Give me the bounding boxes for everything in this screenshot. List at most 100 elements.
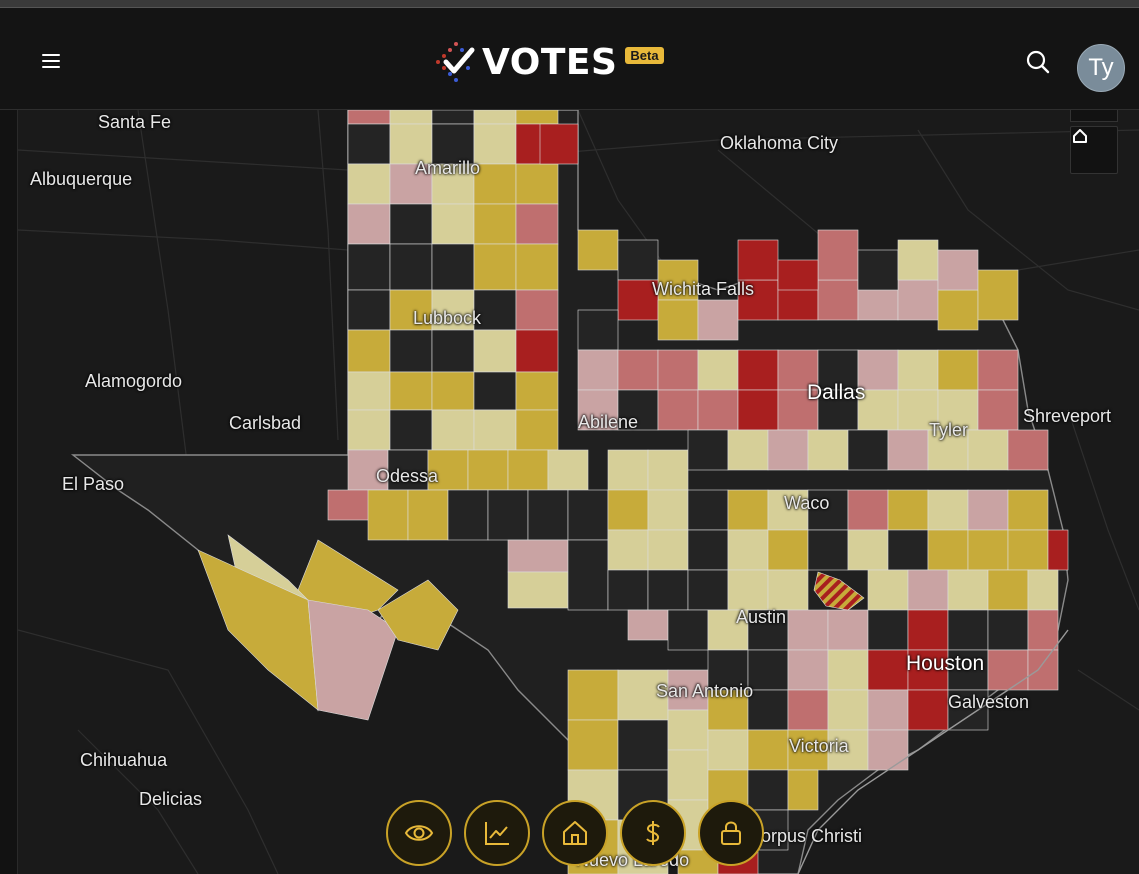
county[interactable] <box>737 349 779 391</box>
county[interactable] <box>787 769 819 811</box>
county[interactable] <box>667 749 709 801</box>
county[interactable] <box>977 389 1019 431</box>
county[interactable] <box>647 569 689 611</box>
county[interactable] <box>687 529 729 571</box>
county[interactable] <box>657 299 699 341</box>
county[interactable] <box>431 371 475 411</box>
county[interactable] <box>827 729 869 771</box>
county[interactable] <box>947 689 989 731</box>
county[interactable] <box>707 729 749 771</box>
county[interactable] <box>987 569 1029 611</box>
county[interactable] <box>947 569 989 611</box>
county[interactable] <box>727 489 769 531</box>
county[interactable] <box>515 203 559 245</box>
county[interactable] <box>347 289 391 331</box>
county[interactable] <box>827 649 869 691</box>
map-control-partial[interactable] <box>1070 110 1118 122</box>
county[interactable] <box>777 389 819 431</box>
county[interactable] <box>927 489 969 531</box>
votes-logo[interactable]: VOTES Beta <box>434 40 664 84</box>
county[interactable] <box>1047 529 1069 571</box>
county[interactable] <box>347 329 391 373</box>
county[interactable] <box>473 289 517 331</box>
county[interactable] <box>867 649 909 691</box>
county[interactable] <box>927 429 969 471</box>
county[interactable] <box>617 719 669 771</box>
county[interactable] <box>977 269 1019 321</box>
county[interactable] <box>937 289 979 331</box>
county[interactable] <box>827 689 869 731</box>
county[interactable] <box>667 609 709 651</box>
county[interactable] <box>607 529 649 571</box>
county[interactable] <box>347 243 391 291</box>
home-view-button[interactable] <box>1070 126 1118 174</box>
county[interactable] <box>907 609 949 651</box>
county[interactable] <box>347 409 391 451</box>
texas-county-map[interactable]: Santa Fe Albuquerque Alamogordo Carlsbad… <box>18 110 1139 874</box>
county[interactable] <box>727 429 769 471</box>
county[interactable] <box>807 429 849 471</box>
county[interactable] <box>747 689 789 731</box>
county[interactable] <box>1007 529 1049 571</box>
county[interactable] <box>847 489 889 531</box>
county[interactable] <box>707 689 749 731</box>
county[interactable] <box>857 249 899 291</box>
county[interactable] <box>473 123 517 165</box>
county[interactable] <box>817 389 859 431</box>
county[interactable] <box>627 609 669 641</box>
county[interactable] <box>727 529 769 571</box>
county[interactable] <box>767 429 809 471</box>
county[interactable] <box>547 449 589 491</box>
county[interactable] <box>473 243 517 291</box>
county[interactable] <box>737 389 779 431</box>
county[interactable] <box>389 371 433 411</box>
county[interactable] <box>787 649 829 691</box>
county[interactable] <box>697 299 739 341</box>
county[interactable] <box>907 569 949 611</box>
county[interactable] <box>607 449 649 491</box>
menu-button[interactable] <box>38 50 64 72</box>
county[interactable] <box>647 489 689 531</box>
county[interactable] <box>567 539 609 611</box>
county[interactable] <box>907 689 949 731</box>
user-avatar[interactable]: Ty <box>1077 44 1125 92</box>
county[interactable] <box>687 569 729 611</box>
county[interactable] <box>347 110 391 125</box>
county[interactable] <box>389 243 433 291</box>
county[interactable] <box>687 489 729 531</box>
county[interactable] <box>617 389 659 431</box>
county[interactable] <box>847 529 889 571</box>
home-button[interactable] <box>542 800 608 866</box>
county[interactable] <box>577 309 619 351</box>
county[interactable] <box>807 529 849 571</box>
county[interactable] <box>431 203 475 245</box>
county[interactable] <box>867 569 909 611</box>
county[interactable] <box>747 649 789 691</box>
county[interactable] <box>927 529 969 571</box>
finance-button[interactable] <box>620 800 686 866</box>
county[interactable] <box>947 609 989 651</box>
lock-button[interactable] <box>698 800 764 866</box>
county[interactable] <box>407 489 449 541</box>
county[interactable] <box>777 259 819 291</box>
county[interactable] <box>515 329 559 373</box>
county[interactable] <box>847 429 889 471</box>
county[interactable] <box>747 729 789 771</box>
county[interactable] <box>747 609 789 651</box>
county[interactable] <box>487 489 529 541</box>
county[interactable] <box>687 429 729 471</box>
county[interactable] <box>347 371 391 411</box>
county[interactable] <box>697 349 739 391</box>
county[interactable] <box>515 289 559 331</box>
county[interactable] <box>907 649 949 691</box>
county[interactable] <box>657 389 699 431</box>
county[interactable] <box>539 123 579 165</box>
county[interactable] <box>967 429 1009 471</box>
county[interactable] <box>967 489 1009 531</box>
county[interactable] <box>527 489 569 541</box>
county[interactable] <box>347 123 391 165</box>
county[interactable] <box>347 449 389 491</box>
county[interactable] <box>473 371 517 411</box>
county[interactable] <box>987 609 1029 651</box>
county[interactable] <box>431 243 475 291</box>
